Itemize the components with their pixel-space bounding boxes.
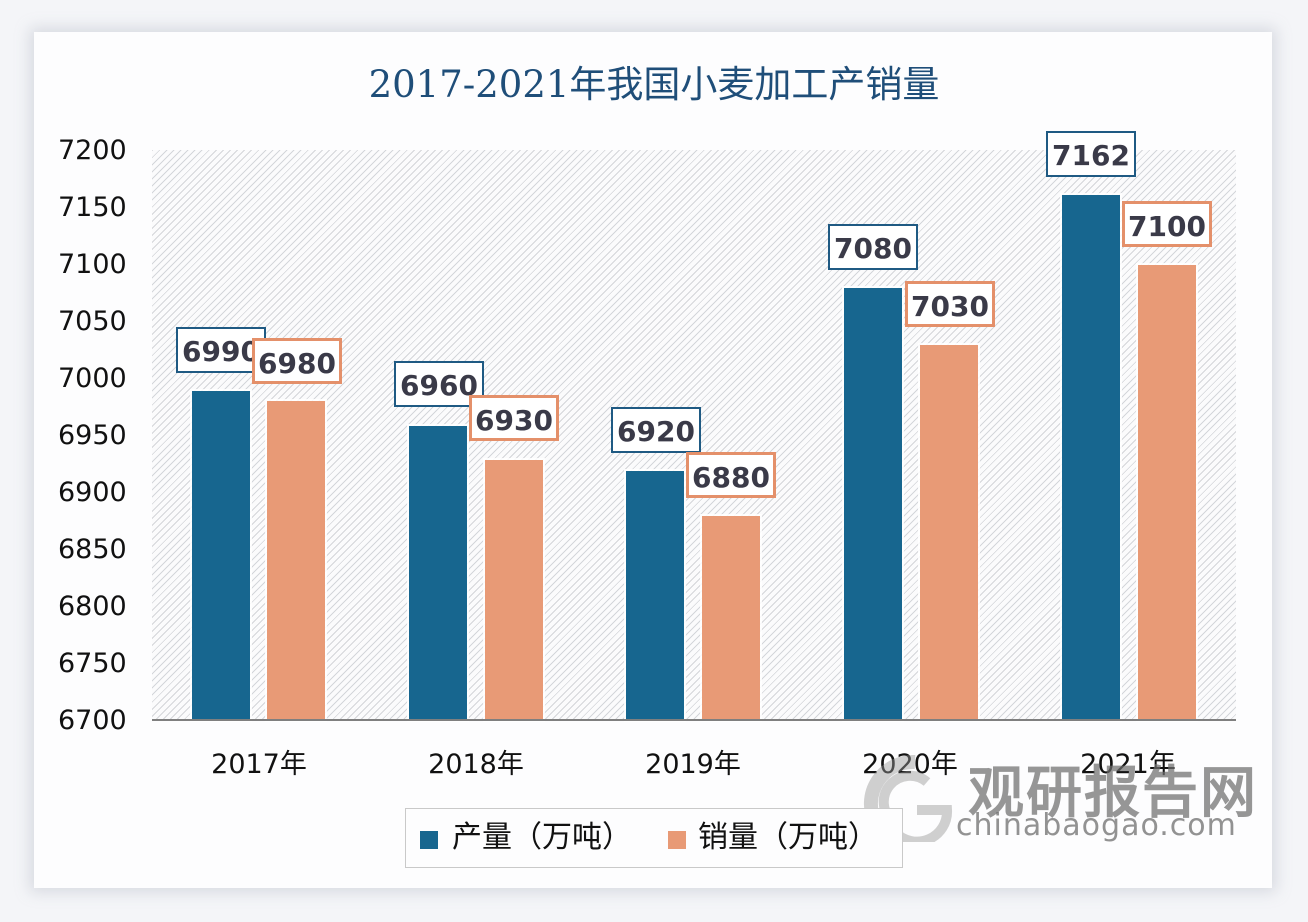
data-label-sales-2019: 6880 xyxy=(686,452,776,498)
y-tick-6800: 6800 xyxy=(58,591,127,622)
data-label-production-2019: 6920 xyxy=(611,407,701,453)
data-label-production-2020: 7080 xyxy=(828,224,918,270)
y-tick-7050: 7050 xyxy=(58,306,127,337)
y-tick-6700: 6700 xyxy=(58,705,127,736)
bar-sales-2017 xyxy=(267,401,325,720)
legend-swatch-production xyxy=(420,831,438,849)
bar-production-2019 xyxy=(626,471,684,720)
data-label-sales-2017: 6980 xyxy=(252,338,342,384)
y-tick-6950: 6950 xyxy=(58,420,127,451)
bar-production-2018 xyxy=(409,426,467,720)
bar-production-2021 xyxy=(1062,195,1120,720)
y-tick-7000: 7000 xyxy=(58,363,127,394)
watermark-brand-en: chinabaogao.com xyxy=(956,808,1237,843)
data-label-sales-2018: 6930 xyxy=(469,395,559,441)
bar-production-2020 xyxy=(844,288,902,720)
data-label-production-2018: 6960 xyxy=(394,361,484,407)
legend-swatch-sales xyxy=(668,831,686,849)
y-tick-6850: 6850 xyxy=(58,534,127,565)
y-tick-6750: 6750 xyxy=(58,648,127,679)
y-tick-7150: 7150 xyxy=(58,192,127,223)
legend-label-sales: 销量（万吨） xyxy=(698,820,878,855)
x-tick-2020: 2020年 xyxy=(862,749,958,780)
bar-sales-2021 xyxy=(1138,265,1196,720)
x-tick-2017: 2017年 xyxy=(211,749,307,780)
data-label-sales-2021: 7100 xyxy=(1122,201,1212,247)
x-tick-2021: 2021年 xyxy=(1080,749,1176,780)
chart-title: 2017-2021年我国小麦加工产销量 xyxy=(368,63,940,106)
legend-label-production: 产量（万吨） xyxy=(452,820,632,855)
bar-sales-2020 xyxy=(920,345,978,720)
y-tick-7200: 7200 xyxy=(58,135,127,166)
bar-production-2017 xyxy=(192,391,250,720)
watermark-brand-cn: 观研报告网 xyxy=(968,761,1258,826)
x-tick-2019: 2019年 xyxy=(645,749,741,780)
bar-sales-2019 xyxy=(702,516,760,720)
x-axis-line xyxy=(152,719,1236,721)
x-tick-2018: 2018年 xyxy=(428,749,524,780)
y-tick-7100: 7100 xyxy=(58,249,127,280)
bar-sales-2018 xyxy=(485,460,543,720)
data-label-sales-2020: 7030 xyxy=(905,281,995,327)
data-label-production-2021: 7162 xyxy=(1046,131,1136,177)
y-tick-6900: 6900 xyxy=(58,477,127,508)
legend: 产量（万吨） 销量（万吨） xyxy=(405,808,903,868)
